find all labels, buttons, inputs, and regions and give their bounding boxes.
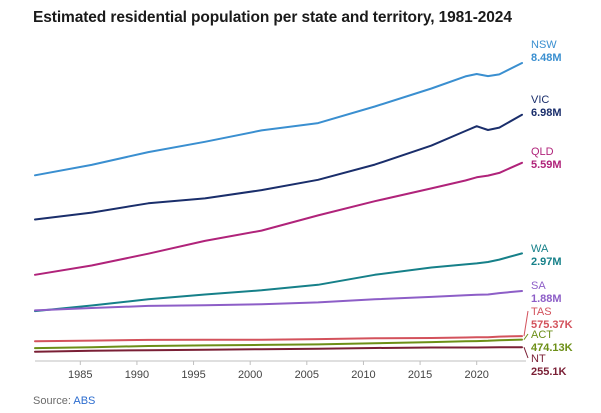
series-line-tas — [34, 335, 523, 343]
x-tick-label: 2000 — [238, 369, 262, 381]
series-value-nsw: 8.48M — [531, 52, 562, 64]
series-value-tas: 575.37K — [531, 319, 573, 331]
series-value-sa: 1.88M — [531, 293, 562, 305]
series-label-act: ACT — [531, 329, 553, 341]
series-value-act: 474.13K — [531, 342, 573, 354]
series-line-sa — [34, 290, 523, 312]
series-value-qld: 5.59M — [531, 159, 562, 171]
chart-title: Estimated residential population per sta… — [33, 9, 512, 26]
series-label-nt: NT — [531, 353, 546, 365]
leader-line-act — [523, 333, 529, 340]
series-label-tas: TAS — [531, 306, 552, 318]
series-line-wa — [34, 252, 523, 313]
series-label-qld: QLD — [531, 146, 554, 158]
series-value-vic: 6.98M — [531, 107, 562, 119]
series-line-nt — [34, 346, 523, 353]
series-value-wa: 2.97M — [531, 256, 562, 268]
series-label-nsw: NSW — [531, 39, 557, 51]
series-line-nsw — [34, 62, 523, 177]
leader-line-tas — [523, 310, 529, 337]
series-line-vic — [34, 113, 523, 221]
x-tick-label: 1985 — [68, 369, 92, 381]
x-tick-label: 2010 — [351, 369, 375, 381]
series-value-nt: 255.1K — [531, 366, 567, 378]
series-label-vic: VIC — [531, 94, 549, 106]
x-axis: 1985 1990 1995 2000 2005 2010 2015 2020 — [35, 360, 526, 381]
source-prefix: Source: — [33, 395, 71, 407]
x-tick-label: 2015 — [408, 369, 432, 381]
source-note: Source: ABS — [33, 395, 95, 407]
series-line-act — [34, 338, 523, 350]
x-tick-label: 2020 — [464, 369, 488, 381]
x-tick-label: 2005 — [295, 369, 319, 381]
source-link[interactable]: ABS — [73, 395, 96, 407]
x-tick-label: 1995 — [181, 369, 205, 381]
leader-line-nt — [523, 347, 529, 359]
series-label-wa: WA — [531, 243, 549, 255]
series-line-qld — [34, 161, 523, 276]
series-lines — [34, 62, 523, 353]
series-label-sa: SA — [531, 280, 546, 292]
x-tick-label: 1990 — [125, 369, 149, 381]
